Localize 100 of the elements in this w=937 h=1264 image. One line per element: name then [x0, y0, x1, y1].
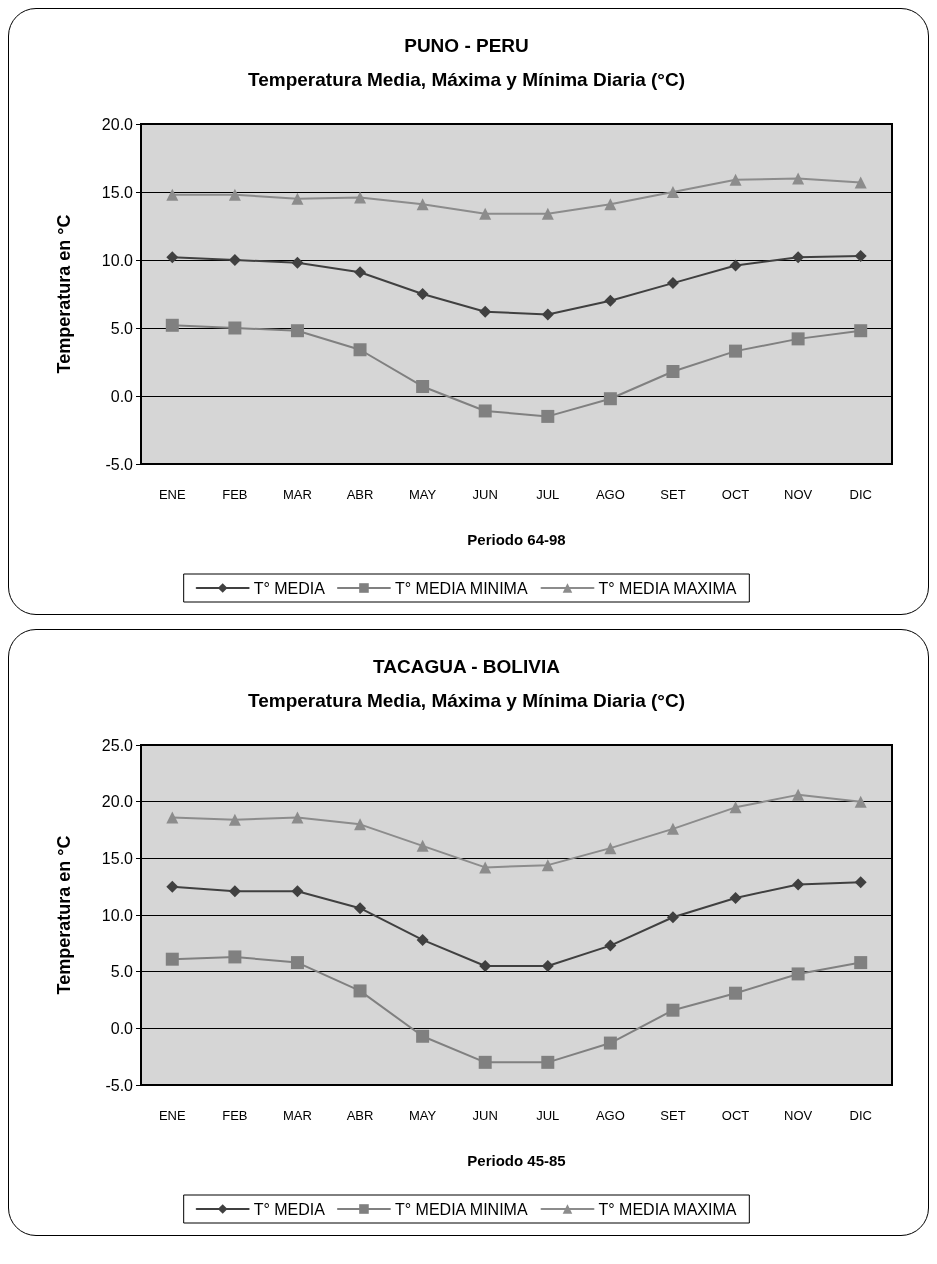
point: [416, 198, 429, 211]
point: [354, 902, 367, 915]
point: [354, 191, 367, 204]
point: [854, 956, 868, 970]
point: [166, 251, 179, 264]
point: [478, 1055, 492, 1069]
y-tick-label: 20.0: [101, 115, 134, 133]
point: [666, 277, 679, 290]
point: [166, 811, 179, 824]
y-axis-title: Temperatura en °C: [54, 214, 74, 374]
y-tick-label: -5.0: [105, 1076, 134, 1094]
point: [666, 186, 679, 198]
point: [791, 332, 805, 346]
x-tick-label: NOV: [784, 487, 813, 502]
x-tick-label: ABR: [346, 487, 374, 502]
point: [854, 795, 867, 808]
point: [604, 198, 617, 211]
point: [479, 207, 492, 220]
point: [291, 192, 304, 205]
legend-label: T° MEDIA MINIMA: [394, 1200, 528, 1218]
x-tick-label: MAR: [283, 487, 312, 502]
point: [166, 188, 179, 201]
point: [166, 880, 179, 893]
point: [604, 842, 617, 855]
point: [416, 288, 429, 300]
y-tick-label: -5.0: [105, 455, 134, 473]
x-tick-label: JUL: [536, 487, 560, 502]
x-axis-title: Periodo 64-98: [467, 531, 566, 548]
point: [228, 950, 242, 964]
point: [729, 173, 742, 186]
point: [228, 813, 241, 826]
x-tick-label: JUN: [472, 1108, 498, 1123]
x-tick-label: JUN: [472, 487, 498, 502]
point: [416, 839, 429, 852]
point: [603, 1036, 617, 1050]
point: [854, 249, 867, 262]
x-tick-label: MAY: [409, 487, 437, 502]
x-tick-label: FEB: [222, 487, 248, 502]
y-tick-label: 15.0: [101, 849, 134, 867]
point: [792, 788, 805, 801]
x-tick-label: ENE: [158, 1108, 186, 1123]
point: [729, 801, 742, 814]
x-tick-label: MAR: [283, 1108, 312, 1123]
point: [478, 404, 492, 418]
legend-label: T° MEDIA MAXIMA: [598, 579, 737, 597]
point: [291, 811, 304, 824]
x-tick-label: FEB: [222, 1108, 248, 1123]
y-tick-label: 10.0: [101, 251, 134, 269]
point: [228, 188, 241, 201]
point: [729, 259, 742, 272]
point: [541, 409, 555, 423]
y-tick-label: 0.0: [110, 387, 134, 405]
x-tick-label: MAY: [409, 1108, 437, 1123]
x-tick-label: SET: [660, 487, 686, 502]
x-tick-label: AGO: [595, 487, 625, 502]
point: [354, 818, 367, 831]
point: [792, 172, 805, 185]
point: [165, 952, 179, 966]
y-axis-title: Temperatura en °C: [54, 835, 74, 995]
chart-subtitle: Temperatura Media, Máxima y Mínima Diaria (°C): [248, 69, 685, 90]
point: [479, 861, 492, 874]
y-tick-label: 25.0: [101, 736, 134, 754]
point: [666, 365, 680, 379]
chart-title: PUNO - PERU: [404, 35, 529, 56]
y-tick-label: 20.0: [101, 793, 134, 811]
x-tick-label: JUL: [536, 1108, 560, 1123]
point: [479, 305, 492, 318]
y-tick-label: 5.0: [110, 319, 134, 337]
x-tick-label: OCT: [721, 487, 750, 502]
point: [666, 911, 679, 924]
point: [604, 939, 617, 952]
y-tick-label: 0.0: [110, 1019, 134, 1037]
point: [541, 308, 554, 321]
y-tick-label: 15.0: [101, 183, 134, 201]
x-axis-title: Periodo 45-85: [467, 1152, 566, 1169]
point: [290, 324, 304, 338]
point: [729, 344, 743, 358]
point: [729, 892, 742, 904]
point: [791, 967, 805, 981]
x-tick-label: AGO: [595, 1108, 625, 1123]
x-tick-label: DIC: [849, 1108, 872, 1123]
point: [541, 207, 554, 220]
legend-label: T° MEDIA MINIMA: [394, 579, 528, 597]
point: [353, 343, 367, 357]
point: [290, 956, 304, 970]
chart-title: TACAGUA - BOLIVIA: [373, 656, 561, 677]
x-tick-label: ENE: [158, 487, 186, 502]
point: [541, 1055, 555, 1069]
point: [416, 1029, 430, 1043]
point: [854, 176, 867, 189]
point: [854, 876, 867, 889]
point: [854, 324, 868, 338]
point: [228, 254, 241, 266]
x-tick-label: NOV: [784, 1108, 813, 1123]
x-tick-label: OCT: [721, 1108, 750, 1123]
y-tick-label: 5.0: [110, 963, 134, 981]
legend-label: T° MEDIA MAXIMA: [598, 1200, 737, 1218]
point: [792, 878, 805, 891]
point: [354, 266, 367, 279]
y-tick-label: 10.0: [101, 906, 134, 924]
